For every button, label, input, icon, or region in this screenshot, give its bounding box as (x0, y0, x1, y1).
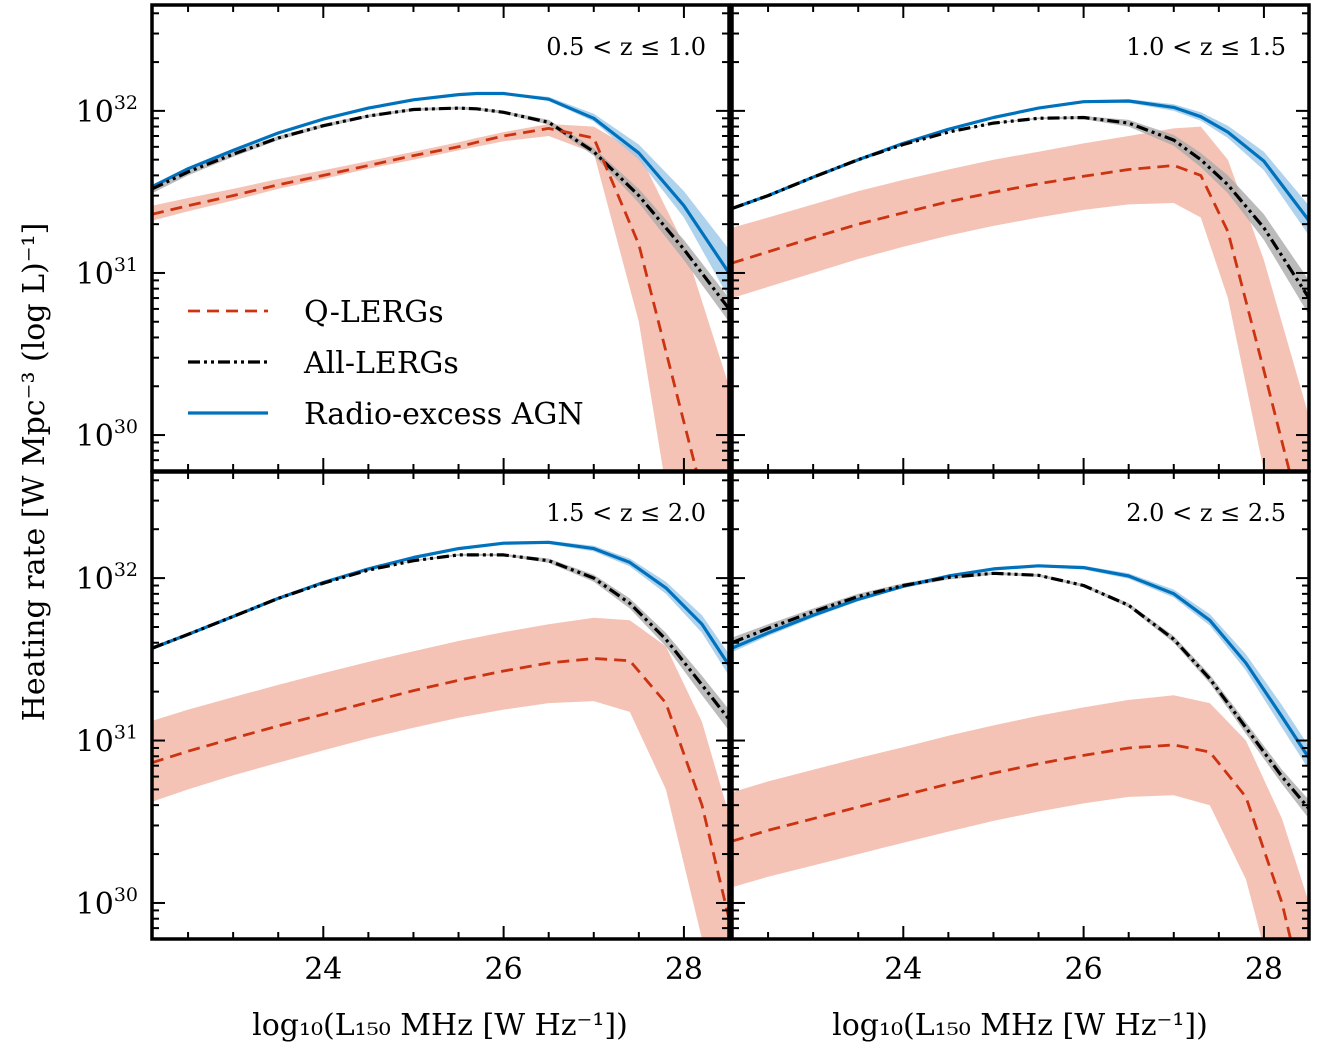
plot-area (152, 540, 729, 939)
band-q (152, 617, 729, 939)
panel-label-2: 1.0 < z ≤ 1.5 (1126, 33, 1286, 61)
line-q (152, 127, 698, 471)
y-axis-title: Heating rate [W Mpc⁻³ (log L)⁻¹] (17, 223, 52, 722)
y-tick-label: 1030 (76, 416, 138, 454)
line-q (152, 657, 729, 920)
x-tick-label: 28 (665, 952, 703, 987)
legend-all-label: All-LERGs (303, 346, 459, 381)
legend-agn-label: Radio-excess AGN (304, 397, 584, 432)
panel-top-right (730, 3, 1311, 473)
line-q (732, 164, 1291, 471)
band-q (732, 126, 1309, 471)
panel-label-3: 1.5 < z ≤ 2.0 (546, 499, 706, 527)
line-all (732, 115, 1309, 299)
legend: Q-LERGs All-LERGs Radio-excess AGN (188, 295, 584, 432)
band-q (152, 124, 729, 471)
plot-area (152, 91, 729, 471)
line-agn (732, 99, 1309, 222)
line-all (732, 571, 1309, 810)
line-q (732, 743, 1293, 939)
x-tick-label: 26 (1065, 952, 1103, 987)
x-tick-label: 24 (884, 952, 922, 987)
y-tick-label: 1031 (76, 722, 138, 760)
panel-bottom-left: 24 26 28 1030 1031 1032 (76, 470, 731, 987)
line-agn (732, 564, 1309, 759)
legend-q-label: Q-LERGs (304, 295, 444, 330)
plot-area (732, 564, 1309, 939)
y-tick-label: 1032 (76, 92, 138, 130)
line-agn (152, 91, 729, 274)
y-tick-label: 1032 (76, 559, 138, 597)
plot-area (732, 99, 1309, 471)
y-tick-label: 1030 (76, 884, 138, 922)
panel-label-4: 2.0 < z ≤ 2.5 (1126, 499, 1286, 527)
x-axis-title-right: log₁₀(L₁₅₀ MHz [W Hz⁻¹]) (832, 1008, 1208, 1043)
band-q (732, 695, 1309, 939)
panel-frame (730, 470, 1311, 941)
x-axis-title-left: log₁₀(L₁₅₀ MHz [W Hz⁻¹]) (252, 1008, 628, 1043)
panel-frame (150, 470, 731, 941)
panel-bottom-right: 24 26 28 (730, 470, 1311, 987)
panel-label-1: 0.5 < z ≤ 1.0 (546, 33, 706, 61)
y-tick-label: 1031 (76, 254, 138, 292)
x-tick-label: 28 (1245, 952, 1283, 987)
x-tick-label: 24 (304, 952, 342, 987)
line-agn (152, 540, 729, 667)
x-tick-label: 26 (485, 952, 523, 987)
